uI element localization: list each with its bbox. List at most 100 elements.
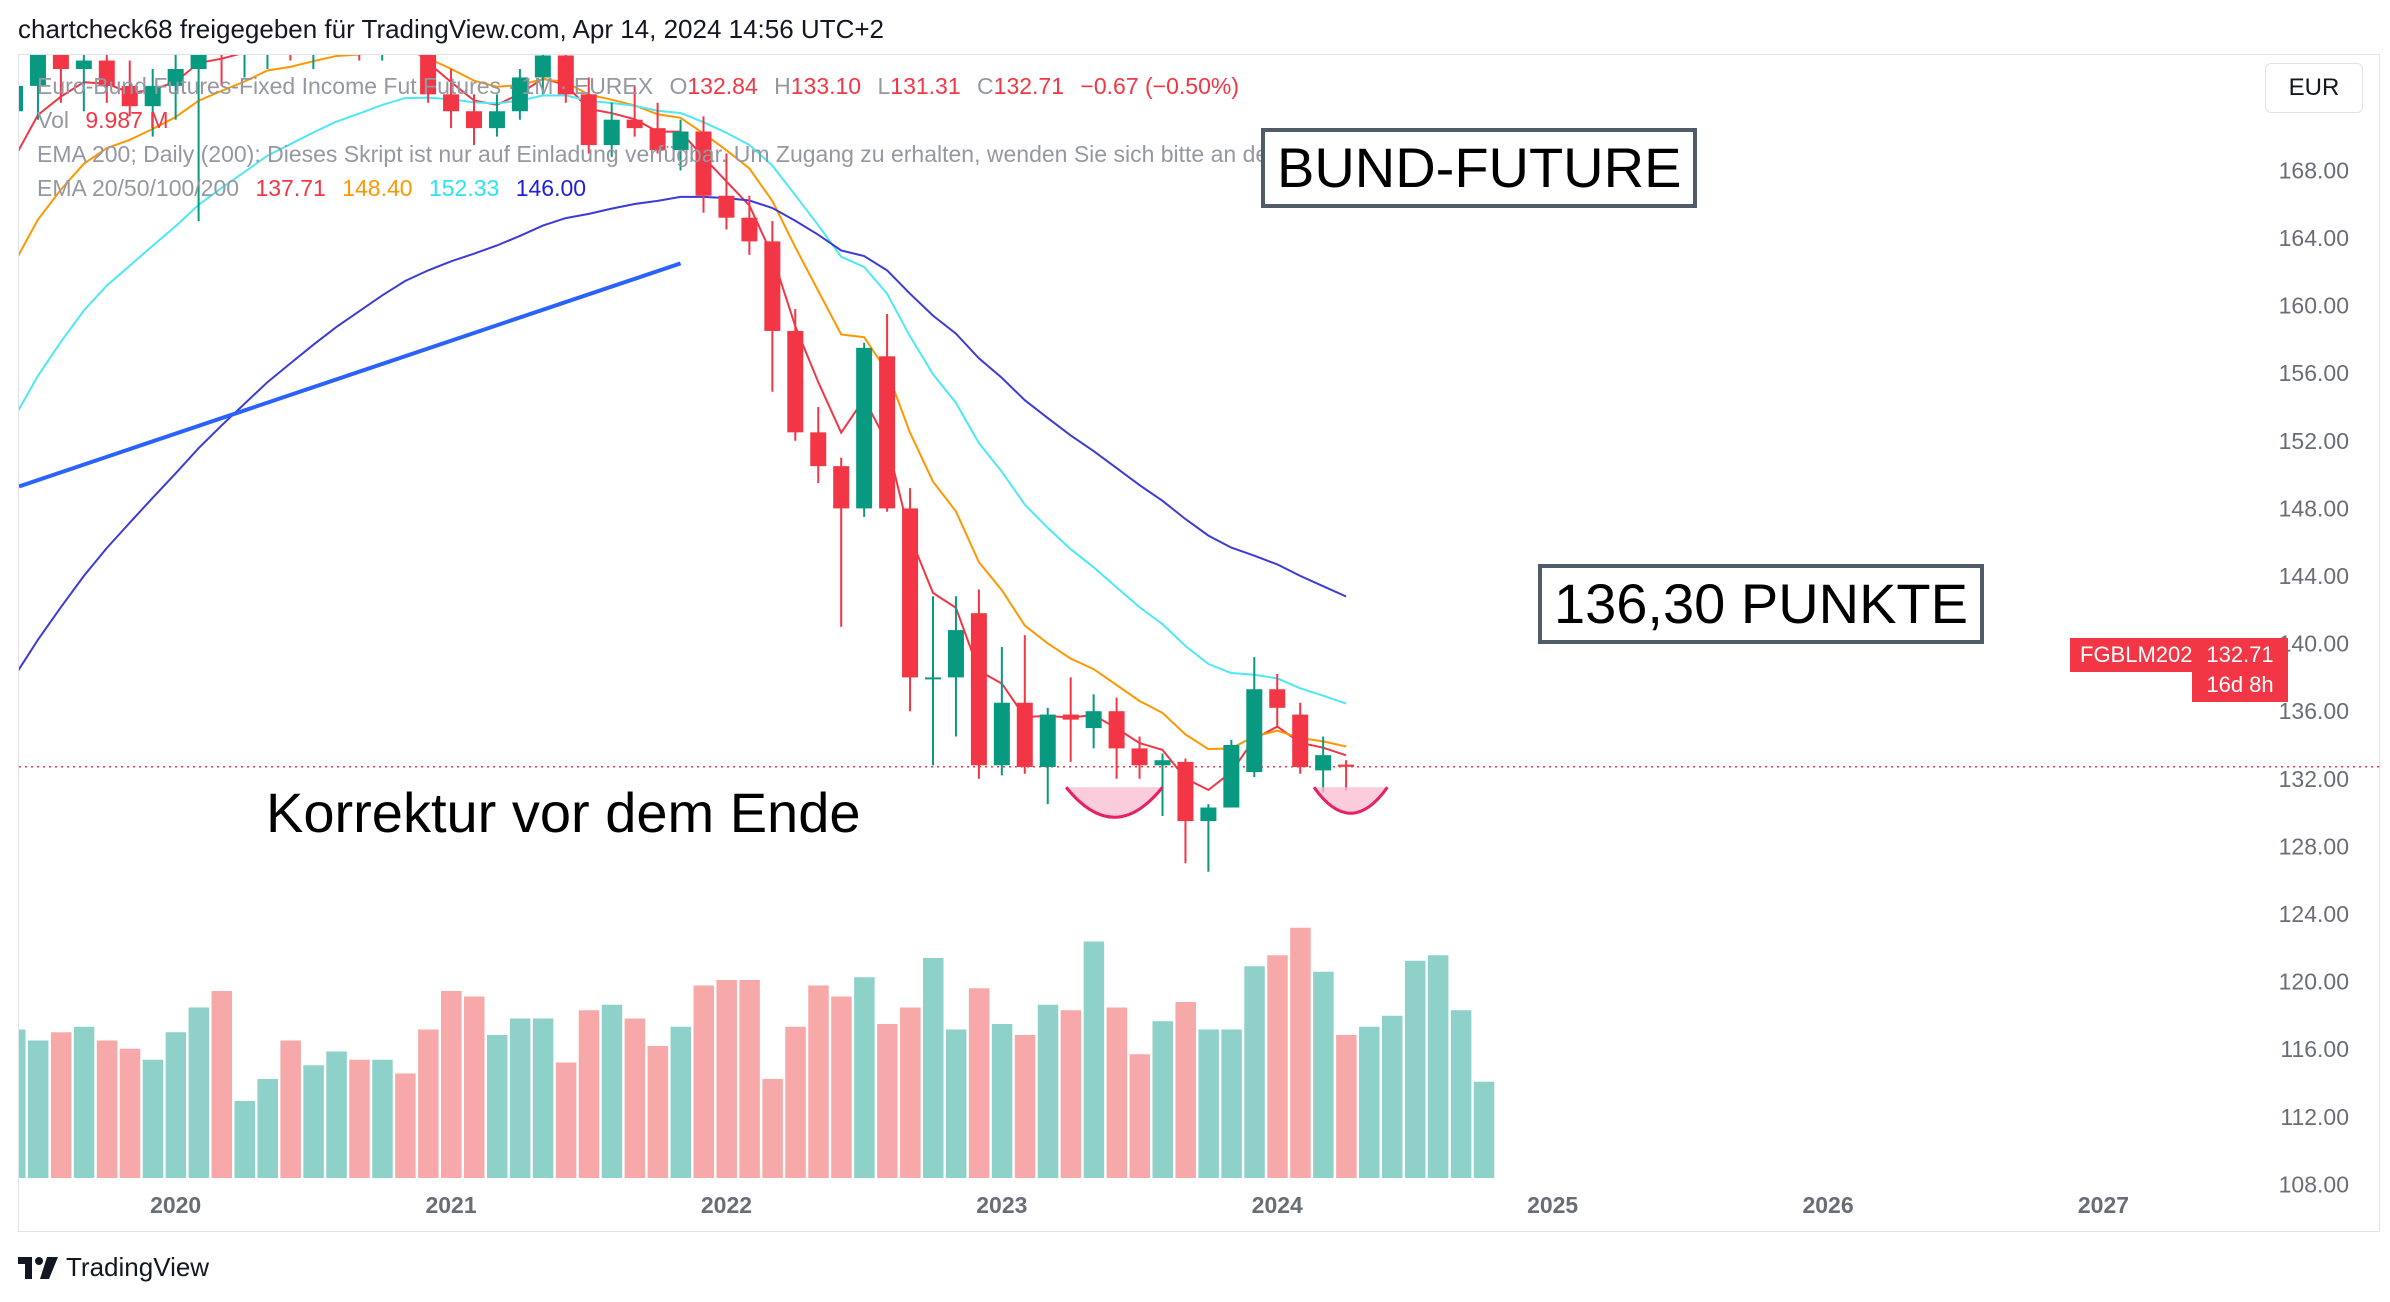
volume-bar: [1060, 1010, 1082, 1178]
volume-bar: [257, 1079, 278, 1178]
volume-bar: [854, 977, 875, 1178]
candle-body: [925, 677, 941, 680]
candle-body: [580, 94, 597, 146]
legend-vol-value: 9.987 M: [85, 107, 169, 133]
candle-body: [718, 195, 735, 218]
y-tick-label: 112.00: [2280, 1104, 2349, 1130]
legend-open: O132.84: [669, 73, 758, 99]
volume-bar: [19, 1029, 26, 1178]
legend-ema-row: EMA 20/50/100/200 137.71 148.40 152.33 1…: [37, 175, 596, 202]
candle-body: [75, 60, 92, 69]
legend-ema100-value: 152.33: [428, 175, 500, 201]
candle-body: [167, 69, 184, 86]
y-tick-label: 160.00: [2279, 293, 2349, 319]
candle-body: [19, 85, 23, 112]
candle-body: [1016, 702, 1033, 767]
tradingview-logo-icon: [18, 1256, 58, 1279]
y-tick-label: 124.00: [2279, 901, 2349, 927]
candle-body: [1085, 711, 1102, 729]
tradingview-brand: TradingView: [66, 1252, 210, 1282]
y-tick-label: 128.00: [2279, 833, 2349, 859]
y-tick-label: 164.00: [2279, 225, 2349, 251]
y-tick-label: 132.00: [2279, 766, 2349, 792]
annotation-punkte[interactable]: 136,30 PUNKTE: [1538, 564, 1984, 645]
volume-bar: [326, 1051, 347, 1178]
chart-panel[interactable]: 108.00 112.00 116.00 120.00 124.00 128.00 132.…: [18, 54, 2380, 1232]
currency-button[interactable]: EUR: [2265, 63, 2363, 113]
volume-bar: [991, 1024, 1013, 1178]
candle-body: [879, 356, 896, 509]
legend-change: −0.67 (−0.50%): [1080, 73, 1239, 99]
volume-bar: [693, 985, 714, 1178]
volume-bar: [624, 1018, 646, 1178]
candle-body: [1154, 760, 1171, 766]
candle-body: [557, 55, 574, 95]
volume-bar: [1313, 971, 1334, 1178]
volume-bar: [165, 1032, 187, 1178]
legend-ema20-value: 137.71: [255, 175, 326, 201]
share-caption: chartcheck68 freigegeben für TradingView…: [18, 14, 884, 44]
price-chart[interactable]: 108.00 112.00 116.00 120.00 124.00 128.00 132.…: [19, 55, 2380, 1232]
volume-bar: [1221, 1029, 1242, 1178]
legend-close: C132.71: [977, 73, 1065, 99]
volume-bar: [395, 1073, 416, 1178]
legend-ema200-row: EMA 200; Daily (200): Dieses Skript ist …: [37, 141, 1464, 168]
x-tick-label: 2023: [976, 1192, 1027, 1218]
volume-bar: [1244, 966, 1265, 1178]
volume-bar: [1450, 1010, 1472, 1178]
volume-bar: [188, 1007, 210, 1178]
volume-bar: [945, 1029, 967, 1178]
candle-body: [1062, 714, 1079, 720]
candle-body: [1039, 714, 1056, 767]
y-tick-label: 120.00: [2279, 969, 2349, 995]
trendline: [19, 261, 682, 489]
candle-body: [1177, 761, 1194, 822]
volume-bar: [1404, 960, 1426, 1178]
candle-body: [947, 630, 964, 678]
volume-bar: [1152, 1021, 1173, 1178]
volume-bar: [50, 1032, 72, 1178]
volume-bar: [1198, 1029, 1219, 1178]
legend-vol-label: Vol: [37, 107, 69, 133]
symbol-price-label: FGBLM2024: [2070, 638, 2215, 672]
candle-body: [787, 330, 804, 433]
volume-bar: [1336, 1035, 1357, 1178]
cup-pattern-left: [1064, 786, 1164, 819]
volume-bar: [1014, 1035, 1036, 1178]
last-price-value: 132.71: [2206, 642, 2274, 667]
volume-bar: [555, 1062, 577, 1178]
annotation-bund-future[interactable]: BUND-FUTURE: [1261, 128, 1698, 209]
legend-ema200-text: EMA 200; Daily (200): Dieses Skript ist …: [37, 141, 1454, 167]
volume-bar: [1290, 927, 1311, 1178]
last-price-label: 132.71 16d 8h: [2192, 638, 2288, 702]
candle-body: [1200, 807, 1217, 822]
volume-bar: [900, 1007, 921, 1178]
x-tick-label: 2025: [1527, 1192, 1578, 1218]
candle-body: [764, 241, 781, 331]
candle-body: [1131, 748, 1148, 766]
y-tick-label: 108.00: [2279, 1171, 2349, 1197]
tradingview-footer[interactable]: TradingView: [18, 1252, 209, 1283]
volume-bar: [968, 988, 990, 1178]
candle-body: [190, 55, 207, 69]
candle-body: [52, 55, 69, 69]
volume-bar: [73, 1026, 95, 1178]
ema200-line: [19, 195, 1347, 672]
volume-bar: [303, 1065, 324, 1178]
volume-bar: [808, 985, 829, 1178]
candle-body: [534, 55, 551, 78]
y-tick-label: 144.00: [2279, 563, 2349, 589]
candle-body: [810, 432, 827, 467]
volume-bar: [1083, 941, 1105, 1178]
candle-body: [695, 131, 712, 196]
legend-low: L131.31: [877, 73, 961, 99]
candle-body: [29, 55, 46, 86]
volume-bar: [1427, 955, 1449, 1178]
candle-body: [466, 111, 482, 129]
volume-bar: [716, 980, 737, 1178]
candle-body: [1338, 764, 1355, 767]
candle-body: [443, 94, 460, 112]
annotation-korrektur[interactable]: Korrektur vor dem Ende: [266, 781, 861, 844]
y-tick-label: 116.00: [2280, 1036, 2349, 1062]
volume-bar: [464, 996, 485, 1178]
